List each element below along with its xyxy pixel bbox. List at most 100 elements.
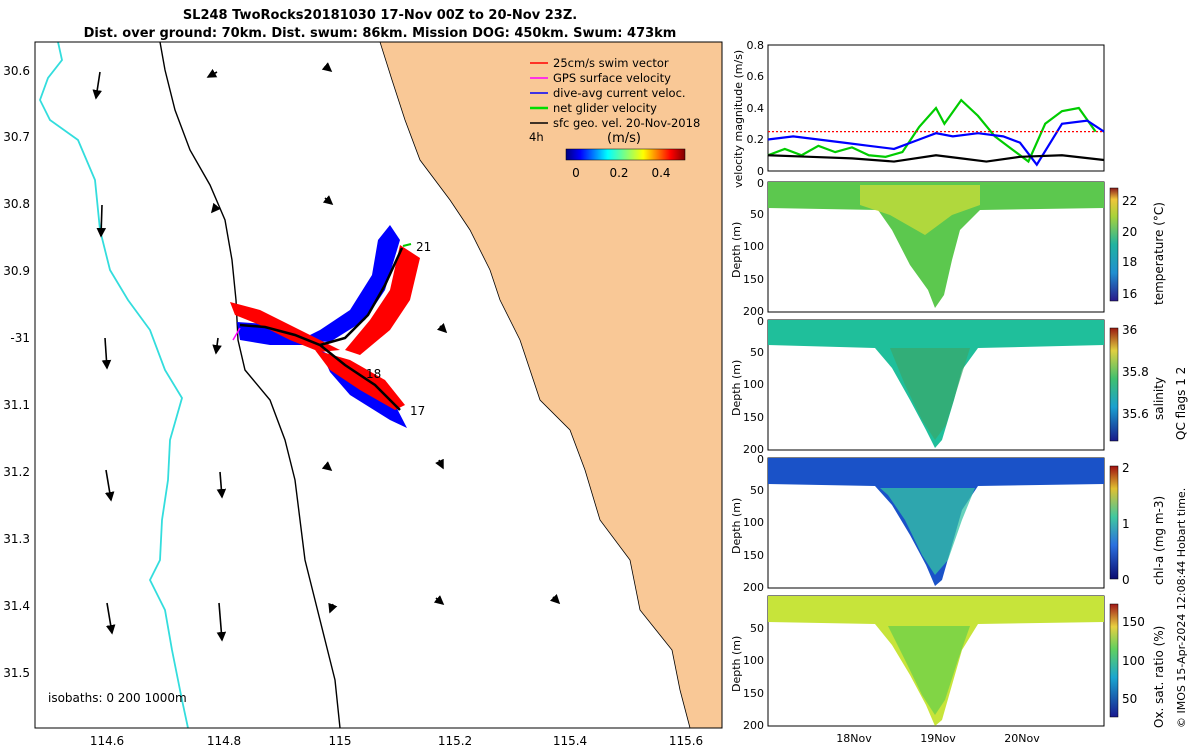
- time-tick: 20Nov: [1004, 732, 1040, 745]
- velocity-ytick: 0.6: [747, 70, 765, 83]
- map-frame: [34, 41, 723, 729]
- temperature-tick: 16: [1122, 287, 1137, 301]
- track-label-18: 18: [366, 367, 381, 381]
- depth-tick: 100: [743, 654, 764, 667]
- depth-tick: 150: [743, 549, 764, 562]
- temperature-colorbar: [1109, 187, 1119, 302]
- footer-credit: © IMOS 15-Apr-2024 12:08:44 Hobart time.: [1175, 488, 1188, 728]
- lat-tick: 31.1: [3, 398, 30, 412]
- legend-label-net: net glider velocity: [553, 101, 657, 115]
- depth-tick: 50: [750, 346, 764, 359]
- geo-arrow: [216, 471, 227, 499]
- chla-tick: 1: [1122, 517, 1130, 531]
- geo-arrow: [549, 593, 561, 605]
- geo-arrow: [328, 602, 338, 614]
- geo-arrow: [96, 204, 107, 238]
- time-tick: 18Nov: [836, 732, 872, 745]
- lon-tick: 115.4: [553, 734, 587, 748]
- isobaths-label: isobaths: 0 200 1000m: [48, 691, 187, 705]
- temperature-tick: 22: [1122, 194, 1137, 208]
- track-label-17: 17: [410, 404, 425, 418]
- salinity-section: [767, 319, 1105, 451]
- depth-tick: 0: [757, 177, 764, 190]
- lon-tick: 115.6: [669, 734, 703, 748]
- velocity-series-line-2: [767, 154, 1105, 163]
- map-panel: 30.6 30.7 30.8 30.9 -31 31.1 31.2 31.3 3…: [3, 41, 723, 748]
- velocity-series-line-0: [767, 98, 1097, 164]
- lon-tick: 114.8: [207, 734, 241, 748]
- geo-arrow: [105, 602, 116, 635]
- isobath-200m: [159, 41, 341, 729]
- map-colorbar: [565, 148, 686, 161]
- time-step-label: 4h: [529, 130, 544, 144]
- velocity-ylabel: velocity magnitude (m/s): [732, 50, 745, 188]
- geo-arrow: [206, 68, 218, 78]
- coastline: [379, 41, 691, 729]
- net-glider-velocity: [402, 243, 412, 247]
- oxygen-label: Ox. sat. ratio (%): [1152, 626, 1166, 728]
- lat-tick: 30.6: [3, 64, 30, 78]
- velocity-ytick: 0.2: [747, 133, 765, 146]
- depth-tick: 0: [757, 315, 764, 328]
- lat-tick: 30.7: [3, 130, 30, 144]
- oxygen-tick: 100: [1122, 654, 1145, 668]
- legend-label-geo: sfc geo. vel. 20-Nov-2018: [553, 116, 700, 130]
- geo-arrow: [321, 62, 333, 73]
- geo-arrow: [216, 602, 227, 642]
- depth-label: Depth (m): [730, 222, 743, 278]
- depth-tick: 100: [743, 240, 764, 253]
- swim-vectors-north: [345, 245, 420, 355]
- colorbar-tick: 0: [572, 166, 580, 180]
- salinity-core: [890, 348, 970, 440]
- legend-label-current: dive-avg current veloc.: [553, 86, 686, 100]
- salinity-tick: 36: [1122, 323, 1137, 337]
- legend-label-swim: 25cm/s swim vector: [553, 56, 669, 70]
- temperature-tick: 18: [1122, 255, 1137, 269]
- depth-tick: 200: [743, 305, 764, 318]
- velocity-ytick: 0: [757, 165, 764, 178]
- depth-label: Depth (m): [730, 636, 743, 692]
- salinity-tick: 35.6: [1122, 407, 1149, 421]
- oxygen-section: [767, 595, 1105, 727]
- legend-label-gps: GPS surface velocity: [553, 71, 671, 85]
- colorbar-unit: (m/s): [607, 131, 641, 146]
- chla-colorbar: [1109, 465, 1119, 580]
- geo-arrow: [212, 337, 222, 355]
- geo-arrow: [210, 202, 221, 214]
- qc-flags-label: QC flags 1 2: [1174, 367, 1188, 440]
- geostrophic-arrows: [92, 62, 561, 642]
- geo-arrow: [321, 461, 333, 472]
- velocity-series: [767, 98, 1105, 167]
- colorbar-tick: 0.2: [609, 166, 628, 180]
- geo-arrow: [436, 322, 448, 334]
- chla-deep-maximum: [880, 488, 975, 575]
- land-area: [380, 42, 722, 728]
- chla-label: chl-a (mg m-3): [1152, 496, 1166, 585]
- temperature-section: [767, 181, 1105, 313]
- right-panels: 0 0.2 0.4 0.6 0.8 velocity magnitude (m/…: [730, 39, 1188, 745]
- lat-tick: 31.2: [3, 465, 30, 479]
- salinity-colorbar: [1109, 327, 1119, 442]
- depth-tick: 50: [750, 208, 764, 221]
- lat-tick: 31.3: [3, 532, 30, 546]
- depth-tick: 150: [743, 273, 764, 286]
- lat-tick: 31.5: [3, 666, 30, 680]
- temperature-tick: 20: [1122, 225, 1137, 239]
- track-label-21: 21: [416, 240, 431, 254]
- depth-tick: 50: [750, 484, 764, 497]
- geo-arrow: [104, 469, 115, 502]
- depth-tick: 200: [743, 719, 764, 732]
- salinity-tick: 35.8: [1122, 365, 1149, 379]
- time-tick: 19Nov: [920, 732, 956, 745]
- depth-tick: 150: [743, 687, 764, 700]
- lon-tick: 114.6: [90, 734, 124, 748]
- swim-vectors-west: [230, 302, 340, 352]
- gps-surface-velocity: [232, 327, 241, 341]
- velocity-series-line-1: [767, 119, 1105, 167]
- depth-tick: 100: [743, 378, 764, 391]
- lat-tick: 31.4: [3, 599, 30, 613]
- depth-tick: 100: [743, 516, 764, 529]
- chla-tick: 2: [1122, 461, 1130, 475]
- colorbar-tick: 0.4: [651, 166, 670, 180]
- oxygen-core: [888, 626, 970, 715]
